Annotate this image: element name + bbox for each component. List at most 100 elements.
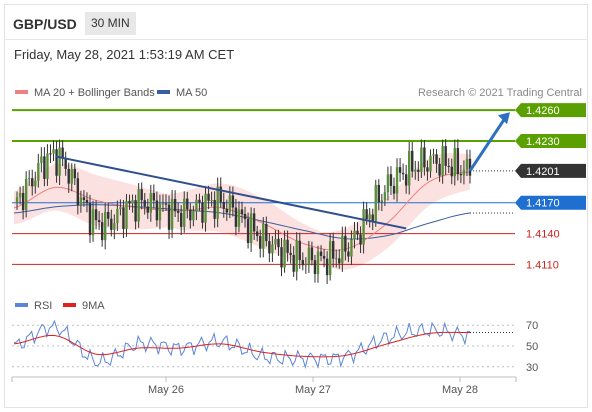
symbol-label: GBP/USD (13, 16, 77, 32)
copyright-label: Research © 2021 Trading Central (418, 87, 582, 99)
candle-body (256, 231, 259, 236)
price-tag-1.4201 (515, 163, 586, 178)
candle-body (301, 260, 304, 266)
candle-body (40, 156, 43, 164)
candle-body (97, 220, 101, 223)
candle-body (271, 244, 274, 254)
candle-body (237, 209, 241, 227)
candle-body (414, 169, 417, 172)
candle-body (456, 148, 460, 175)
price-tag-text-1.4201: 1.4201 (526, 166, 560, 178)
candle-body (67, 168, 70, 184)
candle-body (462, 169, 466, 176)
candles-layer (15, 138, 472, 284)
rsi-legend-label: RSI (34, 300, 52, 312)
candle-body (259, 235, 262, 249)
candle-body (37, 163, 40, 181)
candle-body (131, 200, 134, 204)
candle-body (398, 167, 402, 173)
candle-body (155, 200, 159, 221)
candle-body (100, 222, 104, 241)
candle-body (76, 178, 80, 206)
candle-body (149, 193, 152, 213)
price-level-label-1.4110: 1.4110 (526, 259, 559, 271)
x-axis-layer: May 26 May 27 May 28 (11, 377, 517, 396)
candle-body (335, 258, 338, 260)
candle-body (411, 150, 414, 172)
candle-body (170, 198, 174, 230)
candle-body (341, 235, 344, 264)
timeframe-badge[interactable]: 30 MIN (85, 12, 136, 35)
candle-body (289, 252, 292, 255)
candle-body (31, 178, 34, 187)
candle-body (274, 238, 277, 245)
candle-body (164, 203, 168, 205)
candle-body (283, 239, 286, 268)
rsi-tick-label: 50 (526, 341, 538, 353)
rsi-panel-layer: 70 50 30 (12, 319, 538, 374)
candle-body (70, 168, 73, 184)
candle-body (21, 192, 25, 211)
candle-body (52, 149, 55, 154)
candle-body (386, 174, 390, 193)
candle-body (49, 153, 52, 155)
ma9-legend-label: 9MA (82, 300, 105, 312)
candle-body (107, 212, 110, 219)
candle-body (104, 212, 107, 241)
candle-body (34, 180, 37, 187)
candle-body (167, 204, 171, 230)
price-tag-1.4230 (515, 134, 586, 148)
candle-body (353, 230, 356, 240)
candle-body (125, 200, 128, 229)
candle-body (61, 147, 64, 159)
price-tag-text-1.4230: 1.4230 (526, 136, 560, 148)
candle-body (417, 169, 420, 172)
candle-body (128, 200, 131, 204)
candle-body (395, 167, 399, 194)
candle-body (173, 198, 177, 212)
candle-body (88, 203, 92, 236)
candle-body (268, 241, 271, 254)
candle-body (24, 178, 28, 211)
candle-body (450, 166, 453, 177)
candle-body (374, 184, 377, 222)
forecast-arrow-head (498, 112, 510, 125)
candle-body (401, 172, 405, 175)
candle-body (198, 199, 201, 203)
candle-body (468, 158, 472, 176)
candle-body (119, 207, 122, 209)
rsi-tick-label: 70 (526, 320, 538, 332)
candle-body (222, 201, 225, 209)
candle-body (465, 158, 469, 170)
x-tick-label: May 26 (148, 384, 184, 396)
candle-body (140, 189, 143, 201)
candle-body (459, 174, 463, 176)
candle-body (28, 178, 31, 180)
rsi-legend-swatch (15, 303, 28, 307)
candle-body (319, 251, 323, 256)
candle-body (207, 193, 210, 201)
candle-body (438, 163, 441, 176)
candle-body (43, 156, 46, 179)
candle-body (189, 209, 192, 221)
candle-body (295, 240, 298, 272)
candle-body (246, 219, 250, 244)
candle-body (392, 185, 396, 194)
candle-body (265, 223, 268, 242)
candle-body (186, 198, 189, 210)
candle-body (262, 223, 265, 249)
candle-body (234, 207, 238, 227)
candle-body (447, 165, 450, 167)
candle-body (292, 254, 295, 272)
candle-body (344, 235, 347, 252)
ma20-legend-label: MA 20 + Bollinger Bands (34, 87, 155, 99)
candle-body (94, 209, 98, 221)
ma50-legend-label: MA 50 (176, 87, 207, 99)
candle-body (426, 167, 429, 172)
candle-body (368, 214, 371, 220)
candle-body (240, 209, 244, 214)
price-tags-layer: 1.4260 1.4230 1.4201 1.4170 1.4140 1.4110 (515, 103, 586, 271)
candle-body (338, 258, 341, 264)
candle-body (444, 146, 447, 166)
